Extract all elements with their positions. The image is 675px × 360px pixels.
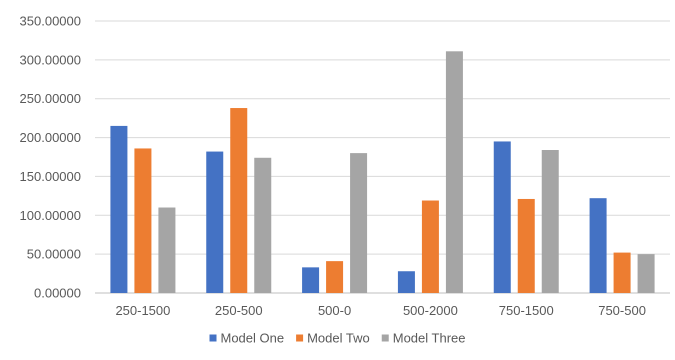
legend-swatch <box>381 334 389 342</box>
y-tick-label: 100.00000 <box>20 208 81 223</box>
y-tick-label: 0.00000 <box>34 286 81 301</box>
legend-swatch <box>296 334 304 342</box>
bar-model-one <box>110 125 128 294</box>
legend: Model One Model Two Model Three <box>209 331 466 346</box>
bar-model-one <box>206 151 224 293</box>
y-tick-label: 250.00000 <box>20 91 81 106</box>
bar-model-one <box>493 141 511 293</box>
y-tick-label: 300.00000 <box>20 52 81 67</box>
bar-model-two <box>134 148 152 293</box>
bar-model-three <box>541 150 559 293</box>
y-tick-label: 350.00000 <box>20 14 81 29</box>
x-tick-label: 500-0 <box>318 303 351 318</box>
legend-item-model-two: Model Two <box>296 331 370 346</box>
legend-label: Model Two <box>307 331 370 346</box>
x-tick-label: 250-1500 <box>115 303 170 318</box>
bar-model-three <box>445 51 463 294</box>
y-tick-label: 150.00000 <box>20 169 81 184</box>
x-tick-label: 500-2000 <box>403 303 458 318</box>
bar-model-one <box>589 198 607 293</box>
y-axis-tick-labels: 0.00000 50.00000 100.00000 150.00000 200.000… <box>20 14 81 301</box>
bar-model-three <box>637 254 655 293</box>
bar-model-three <box>254 157 272 293</box>
legend-item-model-one: Model One <box>209 331 285 346</box>
bar-model-one <box>397 271 415 293</box>
legend-label: Model Three <box>393 331 466 346</box>
bars <box>110 51 655 294</box>
bar-model-one <box>302 267 320 293</box>
gridlines <box>95 20 670 294</box>
bar-model-two <box>326 261 344 293</box>
bar-model-two <box>230 108 248 293</box>
legend-label: Model One <box>221 331 285 346</box>
x-tick-label: 750-500 <box>598 303 646 318</box>
bar-model-two <box>421 200 439 293</box>
x-axis-tick-labels: 250-1500 250-500 500-0 500-2000 750-1500 750-… <box>115 303 646 318</box>
y-tick-label: 200.00000 <box>20 130 81 145</box>
legend-item-model-three: Model Three <box>381 331 466 346</box>
bar-model-two <box>517 198 535 293</box>
bar-model-three <box>350 153 368 293</box>
bar-model-three <box>158 207 176 293</box>
x-tick-label: 250-500 <box>215 303 263 318</box>
y-tick-label: 50.00000 <box>27 247 81 262</box>
legend-swatch <box>209 334 217 342</box>
x-tick-label: 750-1500 <box>499 303 554 318</box>
bar-model-two <box>613 252 631 293</box>
